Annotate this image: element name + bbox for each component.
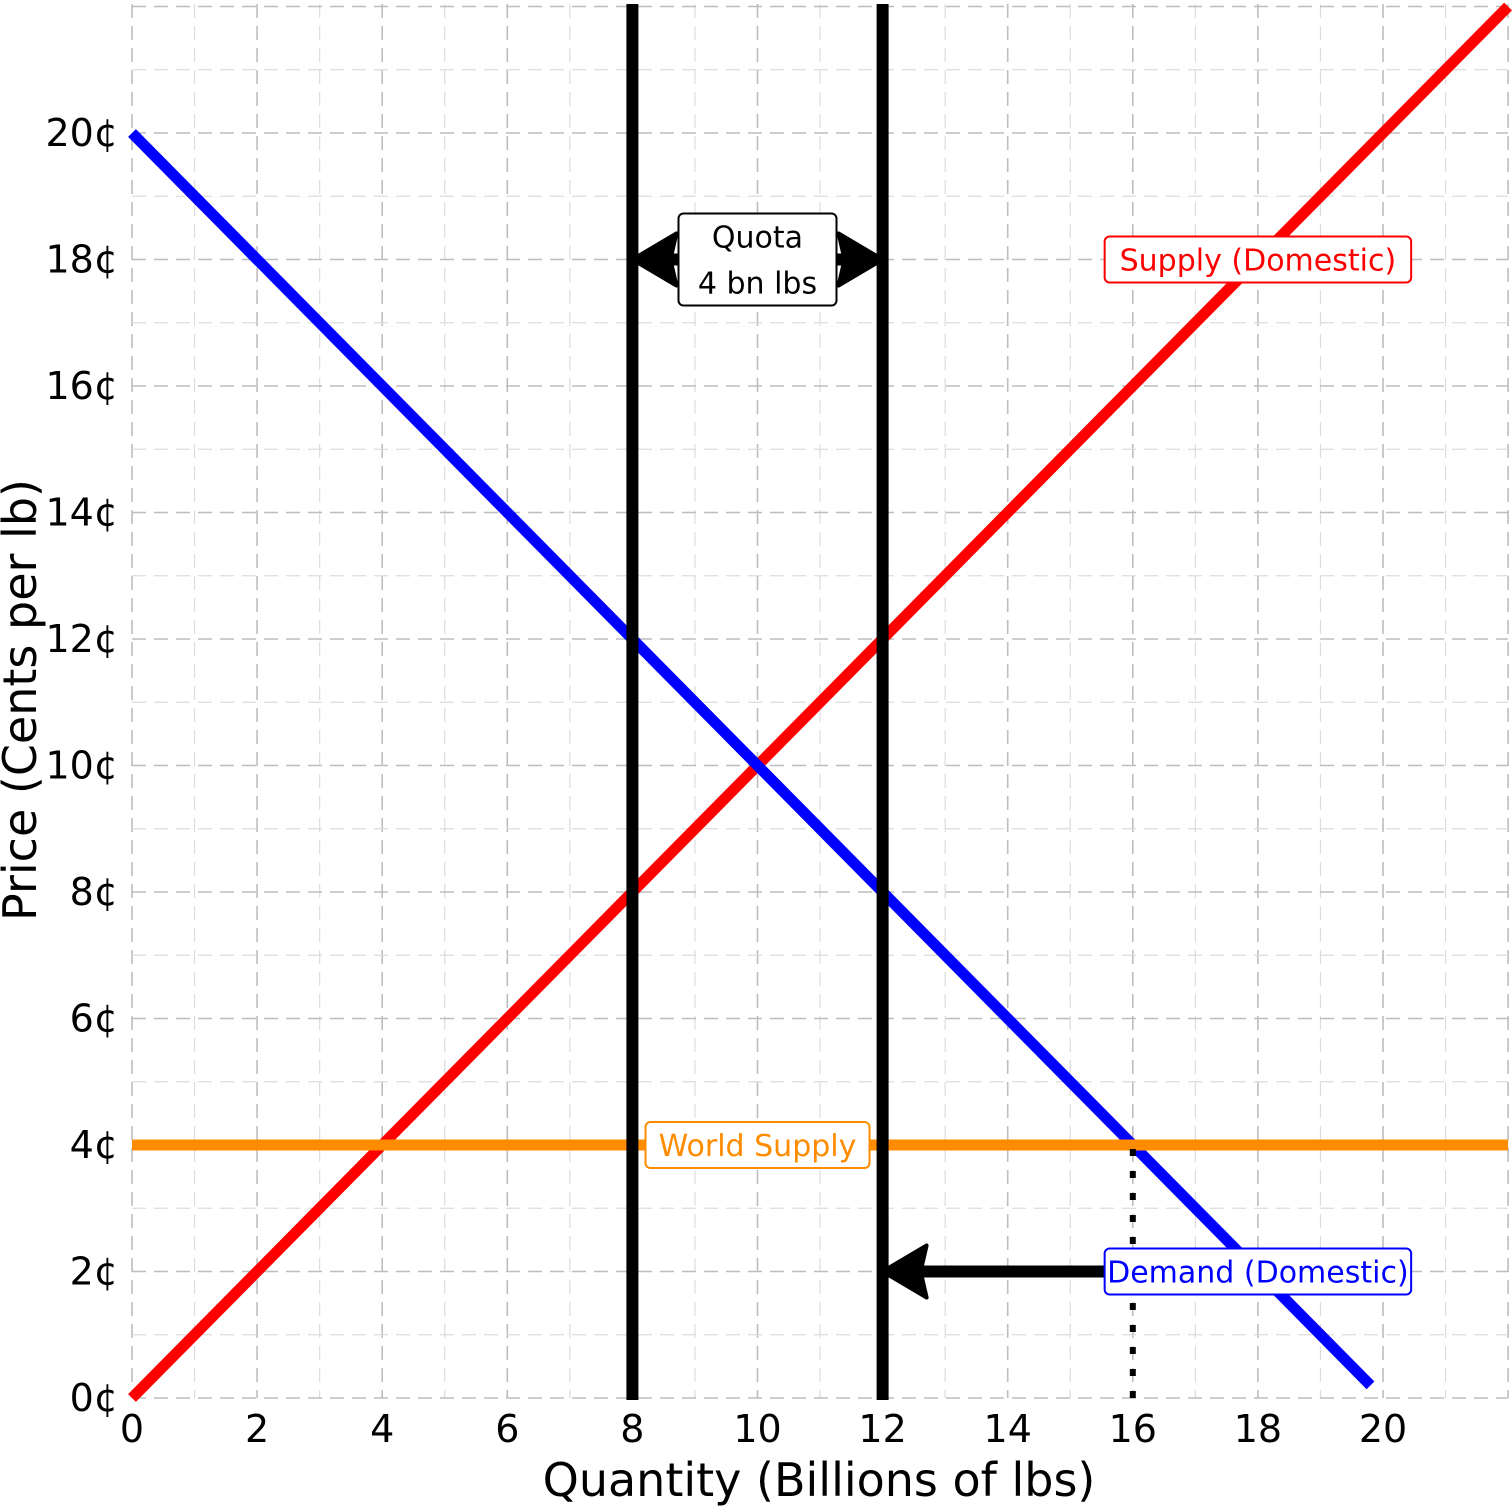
annotation-text: 4 bn lbs (698, 267, 817, 302)
shift-arrow-head (880, 1243, 929, 1300)
x-tick-label: 20 (1359, 1407, 1407, 1451)
quota-arrow-head-right (836, 231, 885, 288)
x-tick-label: 10 (733, 1407, 781, 1451)
annotation-text: Quota (712, 221, 803, 256)
y-tick-label: 8¢ (70, 870, 118, 914)
y-tick-label: 16¢ (45, 364, 118, 408)
quota-arrow-head-left (630, 231, 679, 288)
x-tick-label: 18 (1234, 1407, 1282, 1451)
y-tick-label: 12¢ (45, 617, 118, 661)
x-axis-title: Quantity (Billions of lbs) (543, 1453, 1096, 1507)
x-tick-label: 0 (120, 1407, 144, 1451)
ticks-layer: 0 2 4 6 8 10 12 14 16 18 20 0¢ 2¢ 4¢ 6¢ 8¢ 10¢ 12¢ 14¢ 16¢ 1… (45, 111, 1407, 1451)
y-tick-label: 0¢ (70, 1376, 118, 1420)
annotation-text: World Supply (659, 1129, 857, 1164)
y-tick-label: 4¢ (70, 1123, 118, 1167)
y-axis-title: Price (Cents per lb) (0, 479, 47, 921)
y-tick-label: 18¢ (45, 238, 118, 282)
annotation-box (1103, 1247, 1413, 1296)
annotation-box (1103, 235, 1413, 284)
annotation-box (644, 1121, 871, 1169)
x-tick-label: 12 (858, 1407, 906, 1451)
x-tick-label: 14 (984, 1407, 1032, 1451)
x-tick-label: 8 (620, 1407, 644, 1451)
x-tick-label: 6 (495, 1407, 519, 1451)
x-tick-label: 2 (245, 1407, 269, 1451)
y-tick-label: 20¢ (45, 111, 118, 155)
y-tick-label: 14¢ (45, 491, 118, 535)
annotation-box (677, 212, 838, 307)
y-tick-label: 2¢ (70, 1250, 118, 1294)
annotation-text: Supply (Domestic) (1120, 244, 1397, 279)
annotation-world-supply: World Supply (644, 1121, 871, 1169)
annotation-supply-domestic: Supply (Domestic) (1103, 235, 1413, 284)
y-tick-label: 10¢ (45, 744, 118, 788)
series-line-demand-domestic (128, 129, 1375, 1390)
x-tick-label: 4 (370, 1407, 394, 1451)
x-tick-label: 16 (1109, 1407, 1157, 1451)
annotation-quota-4-bn-lbs: Quota 4 bn lbs (677, 212, 838, 307)
annotation-demand-domestic: Demand (Domestic) (1103, 1247, 1413, 1296)
y-tick-label: 6¢ (70, 997, 118, 1041)
annotation-text: Demand (Domestic) (1107, 1256, 1409, 1291)
annotations-layer: Quota 4 bn lbs Supply (Domestic) World Supp… (644, 212, 1413, 1296)
